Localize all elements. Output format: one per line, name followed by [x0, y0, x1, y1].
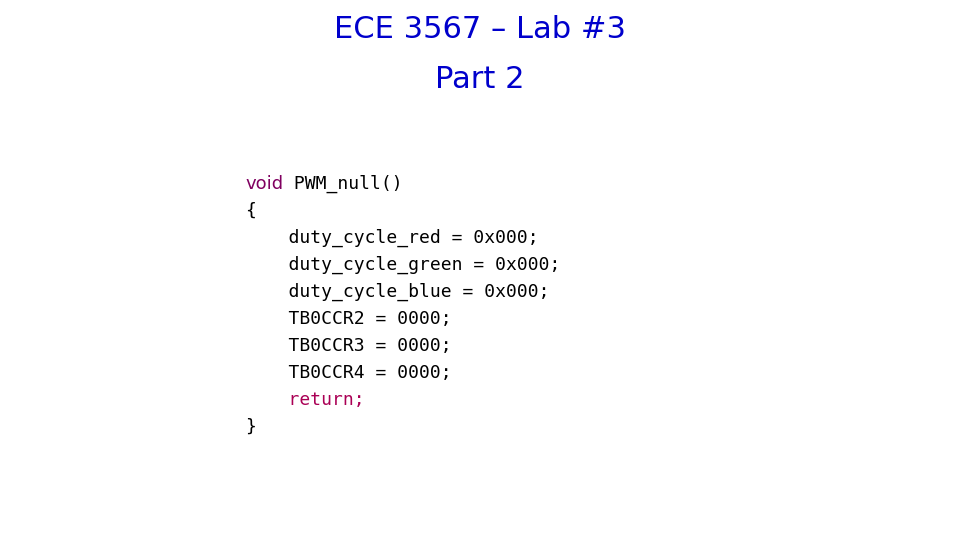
Text: TB0CCR3 = 0000;: TB0CCR3 = 0000; — [245, 337, 451, 355]
Text: duty_cycle_red = 0x000;: duty_cycle_red = 0x000; — [245, 229, 539, 247]
Text: return;: return; — [245, 391, 365, 409]
Text: Part 2: Part 2 — [435, 65, 525, 94]
Text: PWM_null(): PWM_null() — [283, 175, 403, 193]
Text: void: void — [245, 175, 283, 193]
Text: TB0CCR2 = 0000;: TB0CCR2 = 0000; — [245, 310, 451, 328]
Text: ECE 3567 – Lab #3: ECE 3567 – Lab #3 — [334, 15, 626, 44]
Text: duty_cycle_blue = 0x000;: duty_cycle_blue = 0x000; — [245, 283, 549, 301]
Text: duty_cycle_green = 0x000;: duty_cycle_green = 0x000; — [245, 256, 561, 274]
Text: TB0CCR4 = 0000;: TB0CCR4 = 0000; — [245, 364, 451, 382]
Text: {: { — [245, 202, 256, 220]
Text: }: } — [245, 418, 256, 436]
